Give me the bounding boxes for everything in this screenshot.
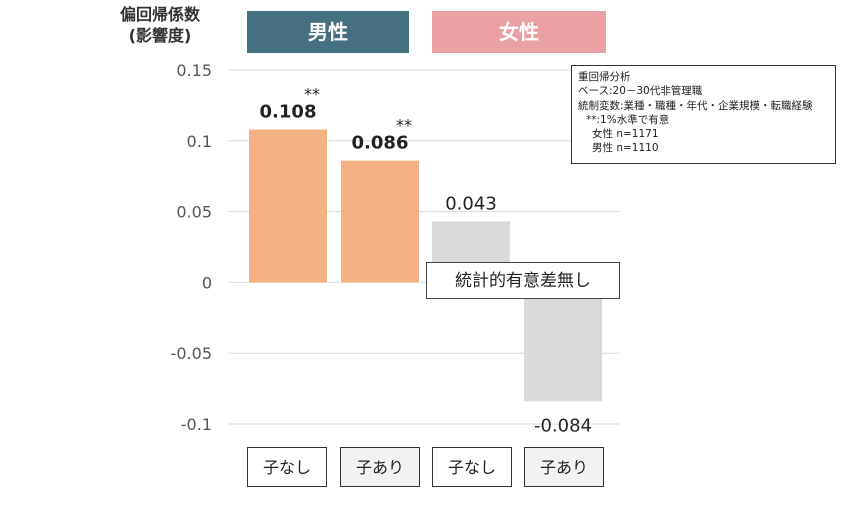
notes-base: ベース:20－30代非管理職 [578,85,703,98]
significance-marker: ** [304,84,320,103]
category-label-female-with-children: 子あり [524,447,604,487]
bar [341,160,419,283]
notes-method: 重回帰分析 [578,71,631,83]
y-axis-label-line1: 偏回帰係数 [119,5,200,24]
y-tick-label: -0.05 [171,344,212,363]
y-tick-label: -0.1 [181,415,212,434]
group-header-female: 女性 [432,11,606,53]
y-tick-label: 0 [202,273,212,292]
bar [524,282,602,402]
bar-value-label: 0.043 [445,194,497,215]
notes-male-n: 男性 n=1110 [592,142,659,155]
notes-controls: 統制変数:業種・職種・年代・企業規模・転職経験 [578,99,813,112]
significance-marker: ** [396,116,412,135]
no-significance-annotation: 統計的有意差無し [426,262,620,299]
category-label-female-no-children: 子なし [432,447,512,487]
y-axis-label-line2: (影響度) [128,26,192,45]
group-header-male: 男性 [247,11,409,53]
category-label-male-no-children: 子なし [247,447,327,487]
y-tick-label: 0.05 [176,203,212,222]
bar-value-label: -0.084 [534,415,592,436]
category-label-male-with-children: 子あり [340,447,420,487]
y-tick-label: 0.1 [187,132,212,151]
notes-female-n: 女性 n=1171 [592,128,659,141]
y-tick-label: 0.15 [176,61,212,80]
analysis-notes-box: 重回帰分析 ベース:20－30代非管理職 統制変数:業種・職種・年代・企業規模・… [571,65,836,164]
y-axis-label: 偏回帰係数 (影響度) [112,4,208,46]
bar-value-label: 0.108 [260,101,317,122]
notes-significance: **:1%水準で有意 [586,113,670,126]
bar [249,129,327,283]
bar-value-label: 0.086 [352,133,409,154]
